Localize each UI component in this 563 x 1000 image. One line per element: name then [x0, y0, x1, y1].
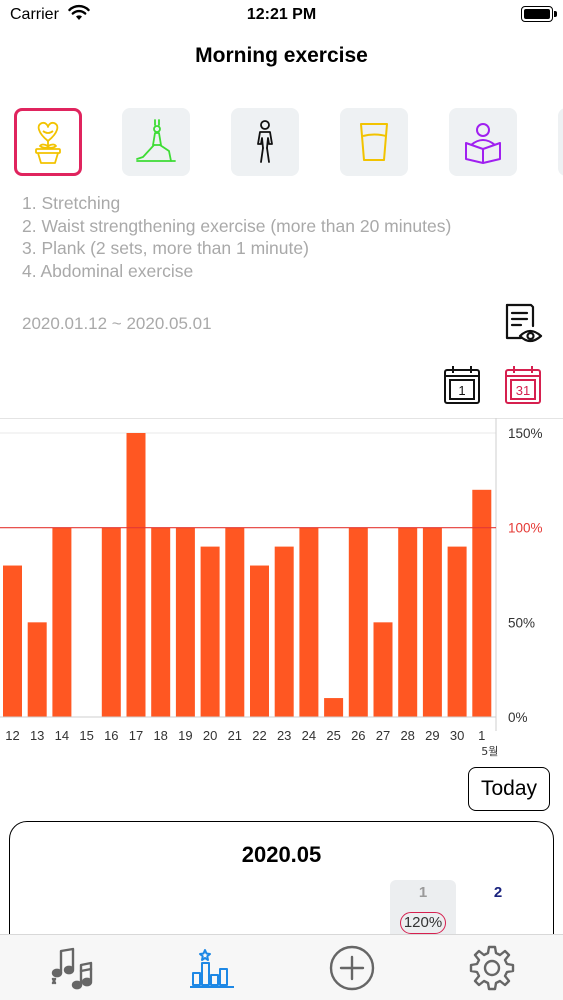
calendar-first-icon: 1	[444, 366, 480, 404]
x-tick-label: 26	[351, 728, 365, 743]
chart-bar[interactable]	[250, 565, 269, 717]
tab-settings[interactable]	[467, 943, 517, 993]
chart-bar[interactable]	[175, 527, 195, 717]
category-yoga[interactable]	[122, 108, 190, 176]
last-day-calendar-button[interactable]: 31	[504, 364, 542, 406]
note-line: 1. Stretching	[22, 193, 121, 213]
chart-bar[interactable]	[422, 527, 442, 717]
music-notes-icon	[51, 947, 93, 990]
x-tick-label: 23	[277, 728, 291, 743]
x-tick-label: 21	[228, 728, 242, 743]
day-achievement-badge: 120%	[400, 912, 446, 934]
chart-bar[interactable]	[126, 433, 146, 717]
status-bar: Carrier 12:21 PM	[0, 0, 563, 30]
status-time: 12:21 PM	[246, 6, 317, 23]
x-tick-label: 17	[129, 728, 143, 743]
x-tick-label: 27	[376, 728, 390, 743]
tab-statistics[interactable]	[187, 943, 237, 993]
walking-person-icon	[257, 120, 273, 163]
calendar-first-label: 1	[458, 383, 465, 398]
carrier-label: Carrier	[10, 6, 59, 23]
gear-icon	[469, 945, 515, 991]
x-tick-label: 1	[478, 728, 485, 743]
category-water[interactable]	[340, 108, 408, 176]
chart-bar[interactable]	[472, 489, 492, 717]
x-tick-label: 16	[104, 728, 118, 743]
chart-bar[interactable]	[348, 527, 368, 717]
chart-bar[interactable]	[200, 546, 220, 717]
chart-bar[interactable]	[27, 622, 47, 717]
water-glass-icon	[360, 123, 388, 161]
first-day-calendar-button[interactable]: 1	[443, 364, 481, 406]
y-tick-label: 0%	[508, 710, 528, 725]
chart-bar[interactable]	[274, 546, 294, 717]
calendar-last-label: 31	[516, 383, 530, 398]
x-tick-label: 30	[450, 728, 464, 743]
chart-bar[interactable]	[373, 622, 393, 717]
chart-bar[interactable]	[299, 527, 319, 717]
category-reading[interactable]	[449, 108, 517, 176]
x-tick-label: 22	[252, 728, 266, 743]
chart-bar[interactable]	[447, 546, 467, 717]
category-icon-row[interactable]	[14, 108, 563, 176]
x-tick-label: 13	[30, 728, 44, 743]
today-button[interactable]: Today	[468, 767, 550, 811]
wifi-icon	[68, 4, 90, 20]
chart-bar[interactable]	[52, 527, 72, 717]
yoga-pose-icon	[136, 119, 176, 162]
x-tick-label: 19	[178, 728, 192, 743]
x-tick-label: 28	[400, 728, 414, 743]
flower-pot-icon	[35, 121, 61, 164]
page-title: Morning exercise	[195, 44, 368, 67]
day-number[interactable]: 2	[493, 884, 503, 901]
y-tick-label: 100%	[508, 521, 543, 536]
x-tick-label: 29	[425, 728, 439, 743]
chart-bar[interactable]	[225, 527, 245, 717]
reading-person-icon	[465, 123, 501, 164]
statistics-icon	[190, 949, 234, 988]
date-range: 2020.01.12 ~ 2020.05.01	[22, 314, 212, 333]
category-more[interactable]	[558, 108, 563, 176]
x-tick-label: 25	[326, 728, 340, 743]
y-tick-label: 150%	[508, 426, 543, 441]
battery-icon	[521, 6, 557, 22]
month-marker: 5월	[481, 745, 498, 758]
daily-achievement-chart[interactable]: 0% 50% 100% 150% 12 13 14 15 16 17 18 19 20 21 22 23 24 2…	[0, 418, 563, 758]
x-tick-label: 14	[55, 728, 69, 743]
day-number: 1	[418, 884, 428, 901]
note-line: 4. Abdominal exercise	[22, 260, 194, 281]
view-document-icon[interactable]	[503, 302, 543, 346]
chart-bar[interactable]	[151, 527, 171, 717]
chart-bar[interactable]	[398, 527, 418, 717]
tab-bar	[0, 934, 563, 1000]
x-tick-label: 24	[302, 728, 316, 743]
x-tick-label: 18	[153, 728, 167, 743]
category-walking[interactable]	[231, 108, 299, 176]
tab-music[interactable]	[46, 943, 96, 993]
category-flower-pot[interactable]	[14, 108, 82, 176]
x-tick-label: 12	[5, 728, 19, 743]
chart-bar[interactable]	[324, 698, 344, 717]
x-tick-label: 15	[79, 728, 93, 743]
note-line: 3. Plank (2 sets, more than 1 minute)	[22, 238, 309, 258]
month-title: 2020.05	[241, 842, 322, 867]
note-line: 2. Waist strengthening exercise (more th…	[22, 215, 452, 236]
chart-bar[interactable]	[101, 527, 121, 717]
calendar-last-icon: 31	[505, 366, 541, 404]
x-tick-label: 20	[203, 728, 217, 743]
add-circle-icon	[329, 945, 375, 991]
tab-add[interactable]	[327, 943, 377, 993]
y-tick-label: 50%	[508, 615, 535, 630]
routine-notes: 1. Stretching 2. Waist strengthening exe…	[22, 192, 542, 282]
chart-bar[interactable]	[3, 565, 22, 717]
